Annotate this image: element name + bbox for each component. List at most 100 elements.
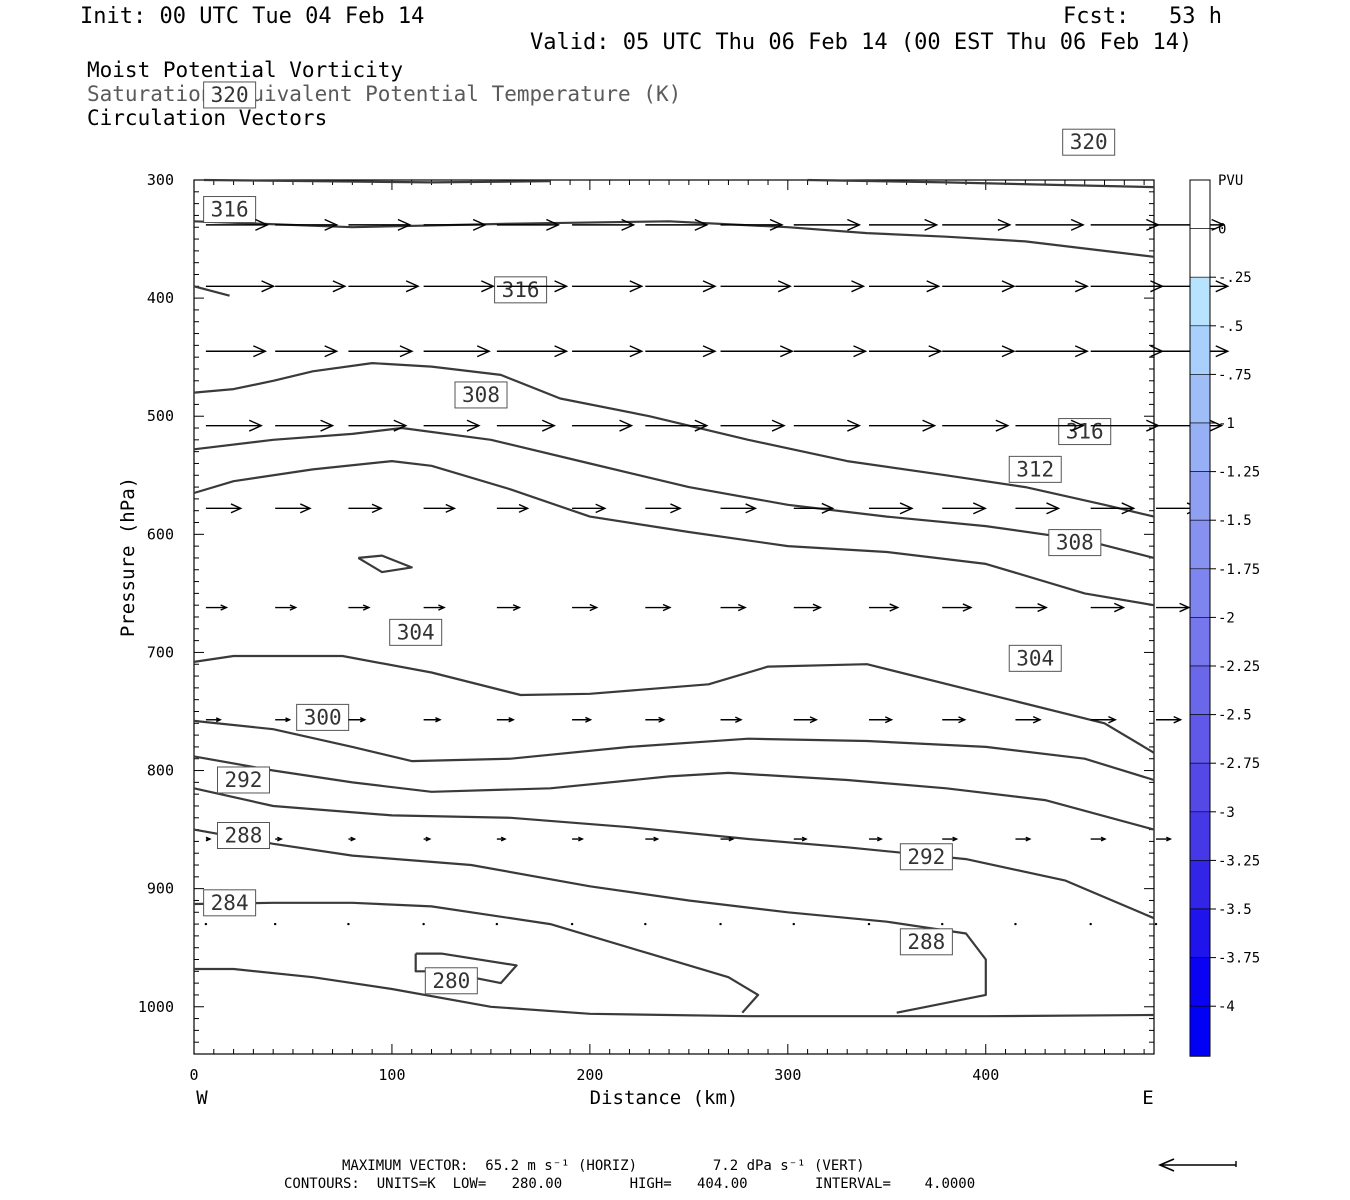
colorbar-swatch bbox=[1189, 617, 1211, 667]
colorbar-tick-label: -2 bbox=[1218, 610, 1235, 626]
contour-label-box bbox=[1048, 529, 1102, 557]
vector-dot bbox=[1089, 922, 1092, 926]
vector-head bbox=[472, 218, 487, 231]
colorbar-swatch bbox=[1189, 665, 1211, 715]
vector-head bbox=[801, 836, 808, 842]
contour-304 bbox=[193, 654, 1155, 754]
contour-label: 308 bbox=[1056, 531, 1094, 555]
vector-head bbox=[629, 345, 644, 358]
vector-head bbox=[220, 604, 229, 611]
contour-label: 292 bbox=[225, 768, 263, 792]
contour-288 bbox=[193, 828, 987, 1014]
contour-label: 320 bbox=[1070, 130, 1108, 154]
vector-head bbox=[500, 836, 507, 842]
colorbar-tick-label: -1.25 bbox=[1218, 465, 1260, 481]
contour-316 bbox=[193, 362, 1155, 518]
vector-dot bbox=[204, 922, 208, 926]
vector-head bbox=[508, 717, 515, 723]
vector-dot bbox=[495, 922, 499, 926]
vector-head bbox=[285, 717, 292, 723]
contour-label-box bbox=[1062, 128, 1116, 156]
vector-head bbox=[1001, 280, 1016, 293]
init-time: Init: 00 UTC Tue 04 Feb 14 bbox=[80, 4, 425, 29]
vector-head bbox=[371, 503, 383, 514]
contour-label: 288 bbox=[907, 930, 945, 954]
vector-head bbox=[1100, 836, 1107, 842]
vector-head bbox=[393, 419, 408, 432]
vector-head bbox=[445, 503, 457, 513]
vector-head bbox=[1215, 280, 1230, 293]
colorbar-tick-label: -2.75 bbox=[1218, 756, 1260, 772]
x-axis-title: Distance (km) bbox=[590, 1087, 739, 1109]
vector-head bbox=[359, 717, 367, 723]
max-vector-note: MAXIMUM VECTOR: 65.2 m s⁻¹ (HORIZ) 7.2 d… bbox=[342, 1158, 865, 1174]
vector-head bbox=[847, 419, 862, 432]
vector-head bbox=[248, 419, 263, 432]
colorbar: PVU 0 -.25 -.5 -.75 -1 -1.25 -1.5 -1.75 -2 -2.25 -2… bbox=[1189, 173, 1260, 1057]
colorbar-tick-label: -.25 bbox=[1218, 270, 1252, 286]
vector-head bbox=[877, 836, 883, 842]
vector-dot bbox=[792, 922, 795, 926]
vector-head bbox=[737, 603, 747, 612]
vector-head bbox=[779, 345, 794, 358]
vector-head bbox=[962, 603, 973, 612]
vector-head bbox=[1001, 345, 1016, 358]
contour-label: 288 bbox=[225, 824, 263, 848]
vector-head bbox=[554, 345, 569, 358]
vector-head bbox=[653, 836, 660, 842]
contour-316 bbox=[193, 285, 230, 297]
vector-head bbox=[435, 717, 442, 723]
vector-head bbox=[332, 280, 347, 293]
colorbar-tick-label: -1.5 bbox=[1218, 513, 1252, 529]
vector-head bbox=[821, 502, 835, 514]
contour-label-box bbox=[494, 276, 548, 304]
y-tick-label: 300 bbox=[147, 171, 174, 189]
contour-label-box bbox=[1058, 418, 1112, 446]
vector-head bbox=[1215, 345, 1230, 358]
vector-head bbox=[619, 419, 634, 432]
contour-label-box bbox=[454, 381, 508, 409]
contour-300 bbox=[357, 554, 413, 574]
vector-head bbox=[809, 716, 819, 724]
vector-head bbox=[926, 280, 941, 293]
vector-head bbox=[1114, 602, 1126, 613]
contour-label: 300 bbox=[304, 705, 342, 729]
colorbar-swatch bbox=[1189, 860, 1211, 910]
vector-head bbox=[847, 218, 862, 231]
colorbar-tick-label: -1 bbox=[1218, 416, 1235, 432]
vector-head bbox=[777, 280, 792, 293]
colorbar-tick-label: -4 bbox=[1218, 999, 1235, 1015]
contour-label-box bbox=[899, 843, 953, 871]
vector-head bbox=[702, 345, 717, 358]
contour-label-box bbox=[216, 822, 270, 849]
vector-head bbox=[1074, 345, 1089, 358]
vector-head bbox=[1070, 218, 1085, 231]
y-axis-title: Pressure (hPa) bbox=[117, 477, 139, 637]
vector-head bbox=[922, 419, 937, 432]
colorbar-swatch bbox=[1189, 714, 1211, 764]
vector-head bbox=[546, 218, 561, 231]
vector-head bbox=[853, 345, 868, 358]
y-tick-label: 1000 bbox=[138, 998, 174, 1016]
vector-head bbox=[578, 836, 585, 842]
colorbar-swatch bbox=[1189, 568, 1211, 618]
colorbar-swatch bbox=[1189, 374, 1211, 424]
vector-head bbox=[1166, 836, 1173, 842]
contour-label-box bbox=[1008, 644, 1062, 672]
colorbar-tick-label: -.5 bbox=[1218, 319, 1243, 335]
contour-label: 304 bbox=[397, 620, 435, 644]
colorbar-tick-label: -.75 bbox=[1218, 367, 1252, 383]
vector-head bbox=[320, 419, 335, 432]
vector-dot bbox=[644, 922, 647, 926]
colorbar-title: PVU bbox=[1218, 173, 1243, 189]
colorbar-swatch bbox=[1189, 179, 1211, 229]
vector-head bbox=[851, 280, 866, 293]
vector-dot bbox=[941, 922, 944, 926]
vector-head bbox=[230, 503, 243, 514]
vector-head bbox=[289, 604, 298, 611]
vector-head bbox=[995, 419, 1010, 432]
vector-head bbox=[884, 716, 894, 724]
contour-label-box bbox=[899, 928, 953, 956]
vector-head bbox=[481, 280, 496, 293]
contour-label: 292 bbox=[907, 845, 945, 869]
